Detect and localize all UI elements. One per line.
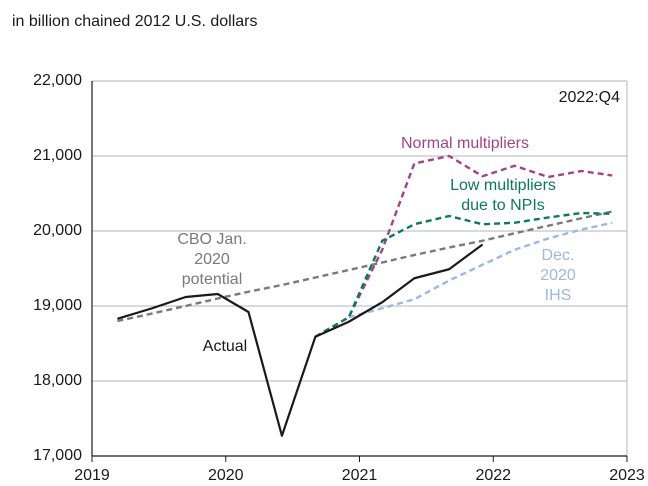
y-tick-label: 17,000 <box>33 447 82 464</box>
y-tick-label: 19,000 <box>33 297 82 314</box>
y-tick-label: 20,000 <box>33 222 82 239</box>
series-label: potential <box>182 271 243 288</box>
series-line <box>314 211 613 338</box>
series-line <box>314 154 613 338</box>
x-tick-label: 2019 <box>74 467 110 484</box>
series-label: IHS <box>545 287 572 304</box>
series-line <box>117 243 484 437</box>
x-tick-label: 2022 <box>475 467 511 484</box>
series-label: 2020 <box>194 251 230 268</box>
series-label: Dec. <box>542 247 575 264</box>
x-tick-label: 2020 <box>208 467 244 484</box>
series-label: Actual <box>203 338 247 355</box>
y-tick-label: 22,000 <box>33 72 82 89</box>
y-tick-label: 18,000 <box>33 372 82 389</box>
series-label: CBO Jan. <box>177 231 246 248</box>
x-tick-label: 2023 <box>609 467 645 484</box>
y-tick-label: 21,000 <box>33 147 82 164</box>
annotation: 2022:Q4 <box>559 89 620 106</box>
x-tick-label: 2021 <box>342 467 378 484</box>
series-line <box>348 221 613 319</box>
series-label: Normal multipliers <box>401 135 529 152</box>
series-label: 2020 <box>540 267 576 284</box>
chart-subtitle: in billion chained 2012 U.S. dollars <box>12 13 257 30</box>
series-label: due to NPIs <box>461 197 545 214</box>
series-label: Low multipliers <box>450 177 556 194</box>
series-line <box>117 210 613 323</box>
